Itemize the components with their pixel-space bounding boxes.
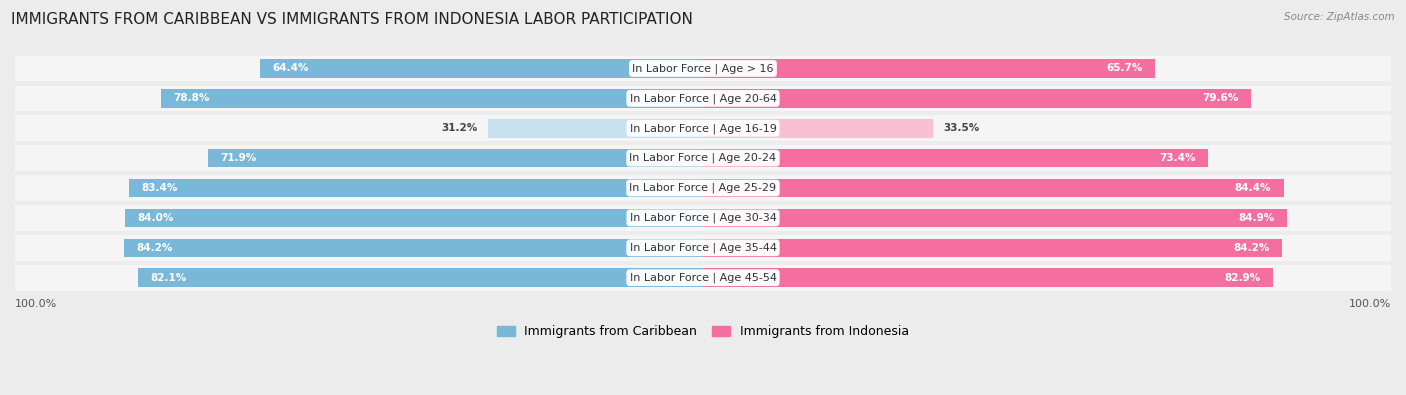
Bar bbox=[129, 179, 703, 198]
Bar bbox=[703, 119, 934, 137]
Legend: Immigrants from Caribbean, Immigrants from Indonesia: Immigrants from Caribbean, Immigrants fr… bbox=[492, 320, 914, 343]
Bar bbox=[124, 239, 703, 257]
Text: Source: ZipAtlas.com: Source: ZipAtlas.com bbox=[1284, 12, 1395, 22]
Text: 100.0%: 100.0% bbox=[1348, 299, 1391, 309]
Text: 64.4%: 64.4% bbox=[273, 64, 309, 73]
Bar bbox=[15, 235, 1391, 261]
Text: 79.6%: 79.6% bbox=[1202, 93, 1239, 103]
Bar bbox=[138, 269, 703, 287]
Bar bbox=[260, 59, 703, 78]
Text: 73.4%: 73.4% bbox=[1159, 153, 1195, 163]
Bar bbox=[15, 86, 1391, 111]
Text: In Labor Force | Age > 16: In Labor Force | Age > 16 bbox=[633, 63, 773, 74]
Bar bbox=[15, 56, 1391, 81]
Bar bbox=[703, 269, 1274, 287]
Text: 82.1%: 82.1% bbox=[150, 273, 187, 283]
Text: 78.8%: 78.8% bbox=[173, 93, 209, 103]
Text: 84.0%: 84.0% bbox=[138, 213, 174, 223]
Text: 31.2%: 31.2% bbox=[441, 123, 478, 133]
Text: In Labor Force | Age 45-54: In Labor Force | Age 45-54 bbox=[630, 273, 776, 283]
Text: In Labor Force | Age 20-24: In Labor Force | Age 20-24 bbox=[630, 153, 776, 164]
Text: In Labor Force | Age 20-64: In Labor Force | Age 20-64 bbox=[630, 93, 776, 103]
Text: In Labor Force | Age 35-44: In Labor Force | Age 35-44 bbox=[630, 243, 776, 253]
Bar bbox=[125, 209, 703, 227]
Bar bbox=[488, 119, 703, 137]
Bar bbox=[15, 145, 1391, 171]
Text: In Labor Force | Age 25-29: In Labor Force | Age 25-29 bbox=[630, 183, 776, 193]
Bar bbox=[703, 179, 1284, 198]
Text: In Labor Force | Age 16-19: In Labor Force | Age 16-19 bbox=[630, 123, 776, 134]
Bar bbox=[15, 205, 1391, 231]
Text: 100.0%: 100.0% bbox=[15, 299, 58, 309]
Bar bbox=[208, 149, 703, 167]
Bar bbox=[15, 175, 1391, 201]
Text: 71.9%: 71.9% bbox=[221, 153, 257, 163]
Bar bbox=[703, 239, 1282, 257]
Text: 83.4%: 83.4% bbox=[142, 183, 179, 193]
Bar bbox=[703, 59, 1154, 78]
Bar bbox=[703, 89, 1251, 107]
Bar bbox=[15, 115, 1391, 141]
Text: IMMIGRANTS FROM CARIBBEAN VS IMMIGRANTS FROM INDONESIA LABOR PARTICIPATION: IMMIGRANTS FROM CARIBBEAN VS IMMIGRANTS … bbox=[11, 12, 693, 27]
Text: 84.2%: 84.2% bbox=[136, 243, 173, 253]
Text: 33.5%: 33.5% bbox=[943, 123, 980, 133]
Bar bbox=[703, 149, 1208, 167]
Text: 65.7%: 65.7% bbox=[1107, 64, 1143, 73]
Text: In Labor Force | Age 30-34: In Labor Force | Age 30-34 bbox=[630, 213, 776, 223]
Text: 84.9%: 84.9% bbox=[1239, 213, 1275, 223]
Bar bbox=[160, 89, 703, 107]
Text: 82.9%: 82.9% bbox=[1225, 273, 1261, 283]
Text: 84.2%: 84.2% bbox=[1233, 243, 1270, 253]
Text: 84.4%: 84.4% bbox=[1234, 183, 1271, 193]
Bar bbox=[15, 265, 1391, 291]
Bar bbox=[703, 209, 1286, 227]
